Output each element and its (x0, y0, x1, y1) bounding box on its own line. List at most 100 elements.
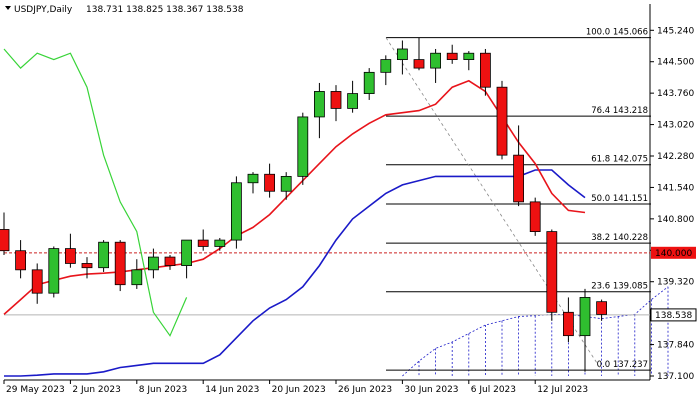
bullish-candle (430, 48, 442, 83)
y-tick-label: 137.840 (657, 341, 694, 351)
x-tick-label: 30 Jun 2023 (404, 385, 458, 395)
bullish-candle (147, 248, 159, 279)
bearish-candle (164, 254, 176, 270)
y-tick-label: 141.540 (657, 183, 694, 193)
candle-body (247, 173, 259, 184)
bearish-candle (330, 85, 342, 122)
candle-body (297, 116, 309, 177)
bullish-candle (247, 172, 259, 194)
fib-level-label: 76.4 143.218 (591, 106, 648, 116)
candle-body (347, 93, 359, 109)
bullish-candle (579, 288, 591, 372)
candle-body (513, 154, 524, 203)
bullish-candle (347, 80, 359, 113)
bearish-candle (114, 240, 126, 292)
collapse-arrow-icon[interactable] (5, 6, 11, 10)
candle-body (131, 269, 143, 286)
candle-body (98, 241, 109, 269)
bearish-candle (413, 37, 425, 71)
bullish-candle (363, 68, 375, 100)
bullish-candle (396, 40, 408, 75)
candle-body (596, 301, 607, 315)
fib-level-label: 100.0 145.066 (586, 28, 648, 38)
candle-body (197, 239, 209, 247)
bullish-candle (98, 240, 109, 272)
y-tick-label: 144.500 (657, 58, 694, 68)
x-tick-label: 8 Jun 2023 (139, 385, 187, 395)
candle-body (546, 231, 558, 313)
candle-body (81, 263, 93, 269)
candle-body (446, 52, 458, 60)
y-tick-label: 137.100 (657, 372, 694, 382)
tenkan-sen-line (3, 79, 586, 315)
candle-body (0, 229, 10, 252)
candle-body (313, 91, 325, 118)
kijun-sen-line (4, 169, 586, 377)
candle-body (579, 297, 591, 337)
bearish-candle (529, 197, 541, 236)
bullish-candle (463, 51, 475, 71)
candle-body (147, 256, 159, 271)
bullish-candle (297, 112, 309, 185)
cloud-span-line (402, 286, 669, 377)
bullish-candle (380, 55, 392, 86)
chart-header: USDJPY,Daily 138.731 138.825 138.367 138… (5, 5, 244, 15)
current-price-tag-background (650, 308, 697, 322)
candlesticks (0, 37, 607, 372)
y-tick-label: 140.800 (657, 215, 694, 225)
bearish-candle (15, 240, 27, 279)
bullish-candle (313, 82, 325, 139)
chikou-span-line (3, 48, 188, 337)
y-tick-label: 143.760 (657, 89, 694, 99)
candle-body (363, 71, 375, 94)
candle-body (264, 173, 276, 192)
y-tick-label: 145.240 (657, 26, 694, 36)
level-tag-background (651, 246, 696, 259)
fib-level-label: 50.0 141.151 (591, 194, 648, 204)
candle-body (280, 175, 292, 192)
level-tag-label: 140.000 (655, 249, 692, 259)
bearish-candle (446, 44, 458, 64)
bearish-candle (31, 263, 43, 304)
fib-level-label: 0.0 137.237 (597, 360, 648, 370)
bearish-candle (0, 212, 10, 255)
candle-body (496, 86, 508, 156)
time-axis: 29 May 2023 2 Jun 2023 8 Jun 2023 14 Jun 20… (3, 380, 588, 395)
candle-body (164, 256, 176, 266)
candle-body (15, 250, 27, 271)
candle-body (65, 248, 76, 264)
level-price-tag: 140.000 (651, 246, 696, 259)
current-price-tag-label: 138.538 (655, 311, 692, 321)
candle-body (479, 52, 491, 88)
bearish-candle (479, 48, 491, 96)
x-tick-label: 20 Jun 2023 (272, 385, 326, 395)
candle-body (413, 59, 425, 69)
candle-body (463, 52, 475, 60)
bearish-candle (197, 229, 209, 251)
bearish-candle (563, 297, 574, 343)
x-tick-label: 14 Jun 2023 (205, 385, 259, 395)
fib-level-label: 23.6 139.085 (591, 282, 648, 292)
ohlc-values: 138.731 138.825 138.367 138.538 (86, 5, 244, 15)
bullish-candle (214, 237, 226, 251)
symbol-label: USDJPY,Daily (14, 5, 73, 15)
bearish-candle (546, 229, 558, 321)
x-tick-label: 2 Jun 2023 (72, 385, 120, 395)
candle-body (181, 239, 193, 266)
bearish-candle (596, 299, 607, 321)
bullish-candle (48, 246, 60, 298)
bullish-candle (131, 259, 143, 289)
candle-body (31, 269, 43, 294)
candle-body (529, 201, 541, 233)
indicator-lines (3, 48, 586, 377)
candle-body (330, 91, 342, 109)
bearish-candle (264, 163, 276, 198)
candle-body (214, 239, 226, 247)
candle-body (563, 311, 574, 337)
fib-level-label: 38.2 140.228 (591, 233, 648, 243)
x-tick-label: 6 Jul 2023 (471, 385, 516, 395)
bearish-candle (513, 125, 524, 207)
candle-body (114, 241, 126, 286)
